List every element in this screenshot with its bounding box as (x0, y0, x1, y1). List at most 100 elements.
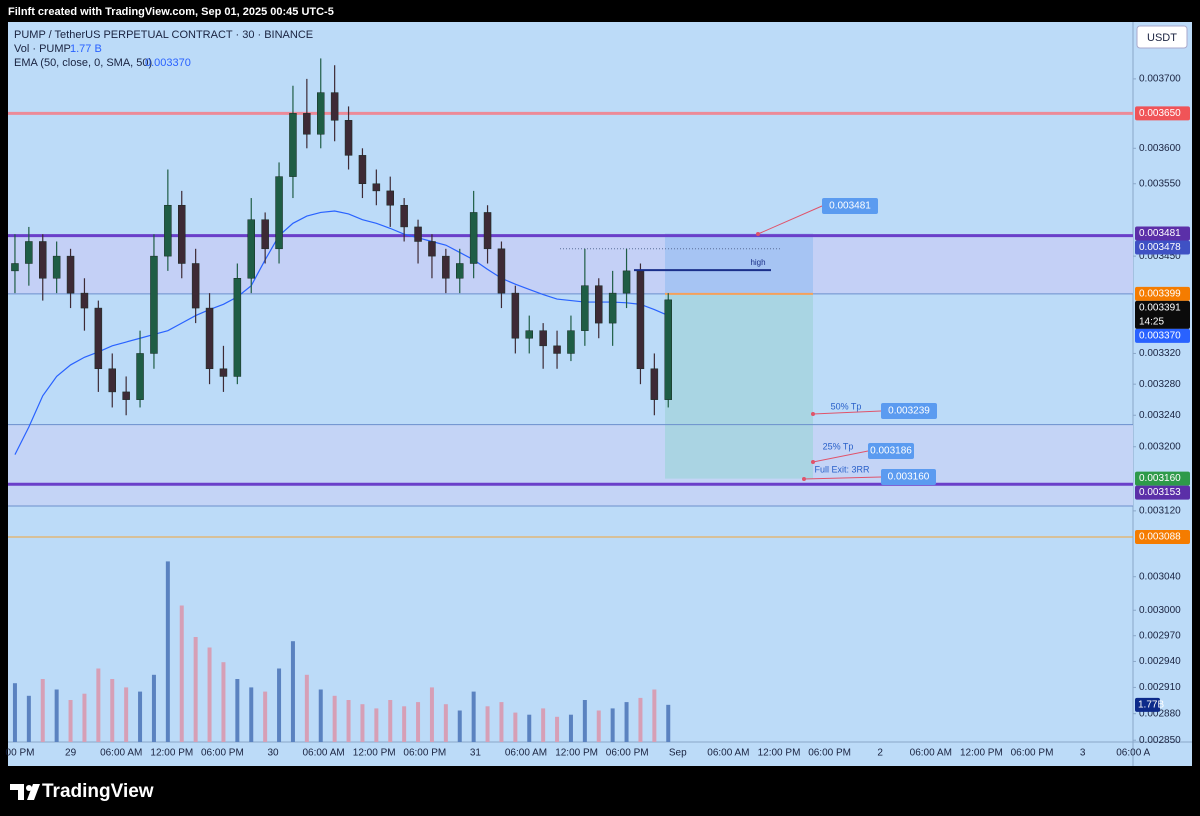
volume-bar (346, 700, 351, 742)
candle-body (136, 353, 144, 400)
callout-anchor (811, 412, 815, 416)
volume-legend-value: 1.77 B (70, 43, 102, 55)
callout-box (881, 469, 936, 485)
position-stop-zone (665, 233, 813, 294)
logo-mark[interactable] (10, 784, 40, 800)
callout-label: 25% Tp (823, 441, 854, 451)
volume-bar (610, 708, 615, 742)
price-label-box (1135, 485, 1190, 500)
price-label-box (1135, 328, 1190, 343)
y-tick-label: 0.003700 (1139, 74, 1181, 85)
candle-body (608, 292, 617, 324)
candle-body (400, 204, 408, 228)
price-label: 0.003160 (1139, 473, 1181, 484)
callout-box (868, 443, 914, 459)
x-tick-label: 12:00 PM (150, 748, 193, 759)
x-tick-label: 06:00 AM (505, 748, 547, 759)
candle-body (11, 263, 19, 272)
x-tick-label: 06:00 PM (808, 748, 851, 759)
ema-legend-value: 0.003370 (145, 57, 191, 69)
x-tick-label: 2 (877, 748, 883, 759)
callout-text: 0.003160 (888, 472, 930, 483)
logo-text[interactable]: TradingView (42, 781, 154, 802)
callout-line (812, 410, 882, 415)
candle-body (456, 263, 464, 279)
candle-body (525, 330, 533, 339)
price-label-box (1135, 471, 1190, 486)
zone (8, 424, 1133, 507)
y-tick-label: 0.003040 (1139, 571, 1181, 582)
candle-body (428, 241, 436, 257)
y-tick-label: 0.003000 (1139, 605, 1181, 616)
candle-body (191, 263, 200, 309)
y-tick-label: 0.002850 (1139, 735, 1181, 746)
volume-label-box (1135, 697, 1160, 712)
volume-bar (221, 662, 226, 742)
candle-body (595, 285, 603, 324)
price-label: 0.003088 (1139, 532, 1181, 543)
x-tick-label: 06:00 PM (606, 748, 649, 759)
logo[interactable]: TradingView (10, 781, 154, 802)
x-tick-label: Sep (669, 748, 687, 759)
volume-bar (207, 647, 212, 742)
volume-label: 1.77B (1138, 699, 1164, 710)
x-tick-label: 06:00 PM (201, 748, 244, 759)
candle-body (636, 270, 645, 370)
currency-box[interactable] (1136, 25, 1188, 49)
candle-body (511, 292, 520, 339)
price-label: 0.003153 (1139, 487, 1181, 498)
volume-bar (666, 704, 671, 742)
volume-bar (165, 561, 170, 742)
volume-bar (110, 679, 115, 742)
candle-body (205, 307, 214, 370)
currency[interactable]: USDT (1147, 32, 1177, 44)
x-tick-label: 06:00 PM (403, 748, 446, 759)
volume-bar (582, 700, 587, 742)
price-label: 0.003478 (1139, 242, 1181, 253)
candle-body (80, 292, 89, 309)
x-tick-label: 12:00 PM (960, 748, 1003, 759)
candle-body (317, 92, 325, 135)
volume-bar (249, 687, 254, 742)
volume-bar (138, 691, 143, 742)
position-target-zone (665, 293, 813, 479)
plot-background (8, 22, 1192, 766)
x-tick-label: 3 (1080, 748, 1086, 759)
callout-anchor (811, 460, 815, 464)
y-tick-label: 0.003450 (1139, 251, 1181, 262)
volume-bar (304, 674, 309, 742)
candle-body (469, 212, 478, 264)
candle-body (664, 299, 672, 400)
candle-body (122, 391, 130, 400)
candle-body (330, 92, 339, 121)
y-tick-label: 0.002910 (1139, 682, 1181, 693)
volume-bar (193, 637, 198, 742)
price-label-box (1135, 240, 1190, 255)
x-tick-label: 12:00 PM (555, 748, 598, 759)
x-tick-label: 06:00 AM (910, 748, 952, 759)
volume-bar (652, 689, 657, 742)
callout-text: 0.003481 (829, 201, 871, 212)
callout-text: 0.003186 (870, 446, 912, 457)
callout-label: 50% Tp (831, 401, 862, 411)
x-tick-label: 06:00 AM (707, 748, 749, 759)
y-tick-label: 0.003200 (1139, 441, 1181, 452)
x-tick-label: 00 PM (6, 748, 35, 759)
price-label-box (1135, 530, 1190, 545)
price-label-box (1135, 300, 1190, 329)
volume-bar (26, 695, 31, 742)
x-tick-label: 12:00 PM (758, 748, 801, 759)
volume-bar (388, 700, 393, 742)
candle-body (94, 307, 103, 370)
volume-legend: Vol · PUMP (14, 43, 71, 55)
callout-anchor (756, 232, 760, 236)
volume-bar (124, 687, 129, 742)
callout-line (757, 205, 823, 235)
volume-bar (541, 708, 546, 742)
logo-dot[interactable] (26, 785, 32, 791)
x-tick-label: 12:00 PM (353, 748, 396, 759)
candle-body (442, 255, 450, 279)
volume-bar (40, 679, 45, 742)
candle-body (344, 120, 353, 156)
y-tick-label: 0.003240 (1139, 410, 1181, 421)
